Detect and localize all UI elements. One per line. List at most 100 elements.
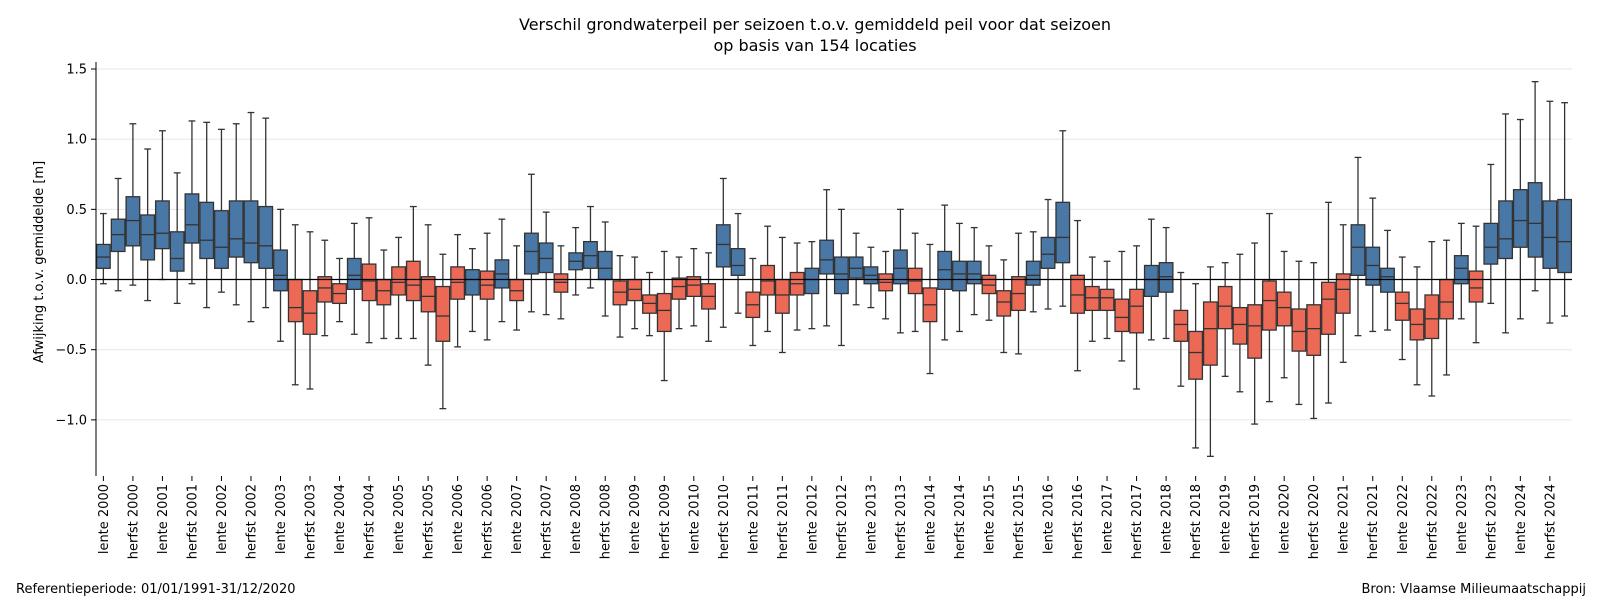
box-iqr	[169, 231, 185, 272]
box-iqr	[1498, 200, 1514, 260]
box-zomer-2022	[1409, 266, 1425, 386]
x-tick-label: lente 2002	[215, 484, 230, 554]
box-herfst-2006	[479, 232, 495, 341]
box-zomer-2023	[1468, 225, 1484, 344]
x-tick-label: lente 2003	[274, 484, 289, 554]
box-iqr	[1557, 198, 1573, 274]
box-iqr	[996, 290, 1012, 317]
box-iqr	[848, 256, 864, 279]
box-iqr	[405, 260, 421, 302]
box-iqr	[1276, 291, 1292, 327]
box-zomer-2020	[1291, 260, 1307, 406]
box-iqr	[95, 243, 111, 269]
box-iqr	[1468, 270, 1484, 303]
box-herfst-2020	[1306, 262, 1322, 420]
box-iqr	[184, 193, 200, 244]
x-tick-label: lente 2017	[1101, 484, 1116, 554]
box-lente-2020	[1276, 250, 1292, 379]
box-lente-2009	[627, 256, 643, 330]
box-iqr	[435, 285, 451, 342]
box-winter-2003	[317, 239, 333, 337]
x-tick-label: herfst 2017	[1130, 484, 1145, 559]
x-tick-label: lente 2013	[864, 484, 879, 554]
x-tick-label: herfst 2005	[422, 484, 437, 559]
box-winter-2023	[1498, 113, 1514, 334]
y-tick-label: −1.0	[55, 413, 87, 428]
box-winter-2022	[1439, 239, 1454, 376]
box-herfst-2009	[656, 250, 672, 382]
box-iqr	[1099, 288, 1115, 312]
box-iqr	[317, 276, 333, 303]
box-iqr	[154, 200, 170, 250]
box-iqr	[1365, 246, 1381, 286]
box-lente-2004	[332, 257, 347, 323]
chart-subtitle: op basis van 154 locaties	[713, 36, 916, 55]
box-winter-2010	[730, 212, 746, 314]
x-tick-label: herfst 2018	[1189, 484, 1204, 559]
box-zomer-2018	[1173, 271, 1189, 387]
x-tick-label: lente 2006	[451, 484, 466, 554]
y-tick-label: 1.5	[66, 63, 87, 78]
box-winter-2011	[789, 242, 805, 331]
x-tick-label: lente 2014	[923, 484, 938, 554]
box-iqr	[1055, 201, 1071, 264]
box-lente-2021	[1335, 224, 1351, 363]
box-herfst-2015	[1011, 232, 1026, 355]
x-tick-label: herfst 2001	[185, 484, 200, 559]
box-iqr	[346, 257, 362, 290]
box-zomer-2000	[110, 177, 126, 292]
x-tick-label: lente 2012	[805, 484, 820, 554]
x-tick-label: herfst 2024	[1543, 484, 1558, 559]
box-iqr	[597, 250, 613, 281]
box-herfst-2023	[1483, 163, 1499, 305]
box-iqr	[287, 278, 303, 323]
box-iqr	[981, 274, 997, 295]
box-iqr	[361, 263, 377, 302]
box-winter-2001	[199, 121, 215, 309]
box-winter-2002	[258, 117, 274, 309]
x-tick-label: lente 2021	[1337, 484, 1352, 554]
box-lente-2017	[1099, 260, 1115, 340]
box-iqr	[686, 276, 702, 298]
box-lente-2012	[804, 240, 820, 330]
source-credit: Bron: Vlaamse Milieumaatschappij	[1361, 582, 1586, 597]
x-tick-label: herfst 2009	[658, 484, 673, 559]
x-tick-label: lente 2022	[1396, 484, 1411, 554]
box-iqr	[819, 239, 835, 275]
box-iqr	[656, 292, 672, 333]
box-herfst-2001	[184, 120, 200, 285]
box-winter-2019	[1261, 212, 1277, 403]
box-winter-2014	[966, 226, 982, 316]
box-iqr	[892, 249, 908, 285]
x-tick-label: lente 2018	[1160, 484, 1175, 554]
y-tick-label: −0.5	[55, 343, 87, 358]
x-tick-label: lente 2015	[982, 484, 997, 554]
x-tick-label: herfst 2022	[1425, 484, 1440, 559]
x-tick-label: lente 2008	[569, 484, 584, 554]
box-winter-2018	[1202, 266, 1218, 458]
x-tick-label: lente 2007	[510, 484, 525, 554]
box-iqr	[1453, 255, 1469, 285]
box-herfst-2003	[302, 231, 318, 390]
box-lente-2019	[1217, 262, 1233, 378]
box-iqr	[1291, 308, 1307, 352]
x-tick-label: herfst 2007	[540, 484, 555, 559]
box-herfst-2002	[243, 111, 259, 323]
box-zomer-2001	[169, 172, 185, 305]
box-iqr	[509, 278, 525, 302]
box-winter-2015	[1025, 231, 1041, 313]
box-lente-2007	[509, 245, 525, 331]
box-winter-2006	[494, 218, 510, 323]
box-iqr	[1202, 301, 1218, 366]
x-tick-label: lente 2020	[1278, 484, 1293, 554]
box-herfst-2008	[597, 221, 613, 317]
box-iqr	[760, 264, 776, 296]
box-iqr	[833, 256, 849, 295]
box-lente-2008	[568, 226, 584, 296]
box-lente-2014	[922, 243, 938, 375]
box-iqr	[1114, 298, 1130, 333]
x-tick-label: herfst 2008	[599, 484, 614, 559]
box-iqr	[391, 266, 407, 296]
box-lente-2013	[863, 246, 879, 309]
box-iqr	[538, 242, 554, 274]
